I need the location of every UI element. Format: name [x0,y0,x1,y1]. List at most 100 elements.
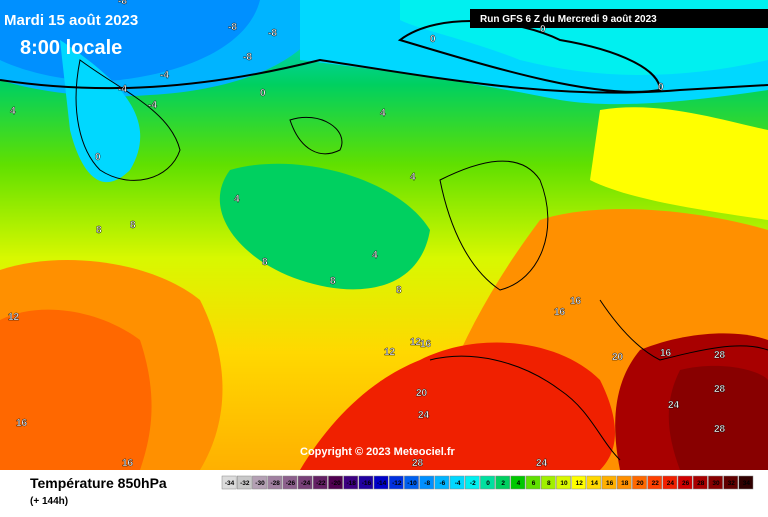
run-banner [470,9,768,28]
scale-swatch [556,475,571,490]
contour-label: 0 [430,34,436,45]
scale-swatch [616,475,632,490]
contour-label: 0 [260,88,266,99]
scale-swatch [252,475,267,490]
contour-label: 16 [660,348,672,359]
contour-label: 0 [658,82,664,93]
scale-swatch [358,475,374,490]
scale-swatch [236,475,252,490]
contour-label: 12 [410,337,422,348]
scale-label: 14 [591,480,599,487]
run-info: Run GFS 6 Z du Mercredi 9 août 2023 [480,14,657,25]
scale-label: -6 [440,480,446,487]
scale-label: -22 [316,480,326,487]
contour-label: 16 [420,339,432,350]
map-date: Mardi 15 août 2023 [4,12,138,29]
scale-swatch [540,475,556,490]
scale-label: 24 [667,480,675,487]
contour-label: -8 [118,0,127,7]
scale-label: 26 [682,480,690,487]
scale-swatch [221,475,237,490]
contour-label: 28 [714,350,726,361]
map-time: 8:00 locale [20,37,122,59]
scale-swatch [677,475,693,490]
scale-swatch [662,475,678,490]
scale-label: -4 [455,480,461,487]
scale-swatch [464,475,480,490]
scale-swatch [510,475,526,490]
footer-subtitle: (+ 144h) [30,496,68,507]
scale-swatch [632,475,647,490]
scale-swatch [571,475,587,490]
contour-label: 24 [536,458,548,469]
contour-label: 28 [412,458,424,469]
contour-label: 4 [10,106,16,117]
contour-label: 12 [384,347,396,358]
scale-label: 22 [652,480,660,487]
scale-swatch [388,475,404,490]
contour-label: -8 [268,28,277,39]
contour-label: 12 [8,312,20,323]
scale-swatch [495,475,511,490]
contour-label: 8 [396,285,402,296]
contour-label: 8 [130,220,136,231]
scale-label: 10 [560,480,568,487]
contour-label: 28 [714,424,726,435]
scale-swatch [708,475,723,490]
scale-swatch [738,475,754,490]
copyright: Copyright © 2023 Meteociel.fr [300,446,456,458]
scale-label: -26 [286,480,296,487]
contour-label: 28 [714,384,726,395]
scale-label: -16 [362,480,372,487]
contour-label: -8 [228,22,237,33]
scale-label: 18 [621,480,629,487]
scale-label: 0 [486,480,490,487]
contour-label: 16 [16,418,28,429]
contour-label: -4 [160,70,169,81]
scale-swatch [525,475,541,490]
scale-label: -24 [301,480,311,487]
scale-label: -34 [225,480,235,487]
map-field [0,0,768,470]
scale-label: -8 [424,480,430,487]
scale-label: 34 [743,480,751,487]
scale-label: -30 [255,480,265,487]
scale-label: 28 [697,480,705,487]
contour-label: 16 [570,296,582,307]
contour-label: 24 [668,400,680,411]
scale-label: -32 [240,480,250,487]
scale-swatch [480,475,495,490]
scale-label: 32 [728,480,736,487]
scale-swatch [586,475,602,490]
footer-title: Température 850hPa [30,475,167,491]
scale-label: 8 [547,480,551,487]
scale-label: -2 [470,480,476,487]
scale-swatch [297,475,313,490]
contour-label: -8 [243,52,252,63]
contour-label: 4 [410,172,416,183]
scale-label: 12 [576,480,584,487]
scale-label: 6 [532,480,536,487]
contour-label: -4 [118,84,127,95]
scale-label: -12 [392,480,402,487]
scale-swatch [434,475,450,490]
scale-label: -28 [270,480,280,487]
scale-label: 4 [517,480,521,487]
contour-label: -4 [148,100,157,111]
contour-label: 0 [95,152,101,163]
contour-label: 24 [418,410,430,421]
contour-label: 8 [96,225,102,236]
scale-label: -14 [377,480,387,487]
scale-swatch [692,475,708,490]
contour-label: 20 [612,352,624,363]
scale-swatch [267,475,283,490]
scale-label: 2 [501,480,505,487]
scale-label: 20 [636,480,644,487]
scale-label: -18 [346,480,356,487]
scale-swatch [312,475,328,490]
scale-label: -10 [407,480,417,487]
scale-swatch [404,475,419,490]
